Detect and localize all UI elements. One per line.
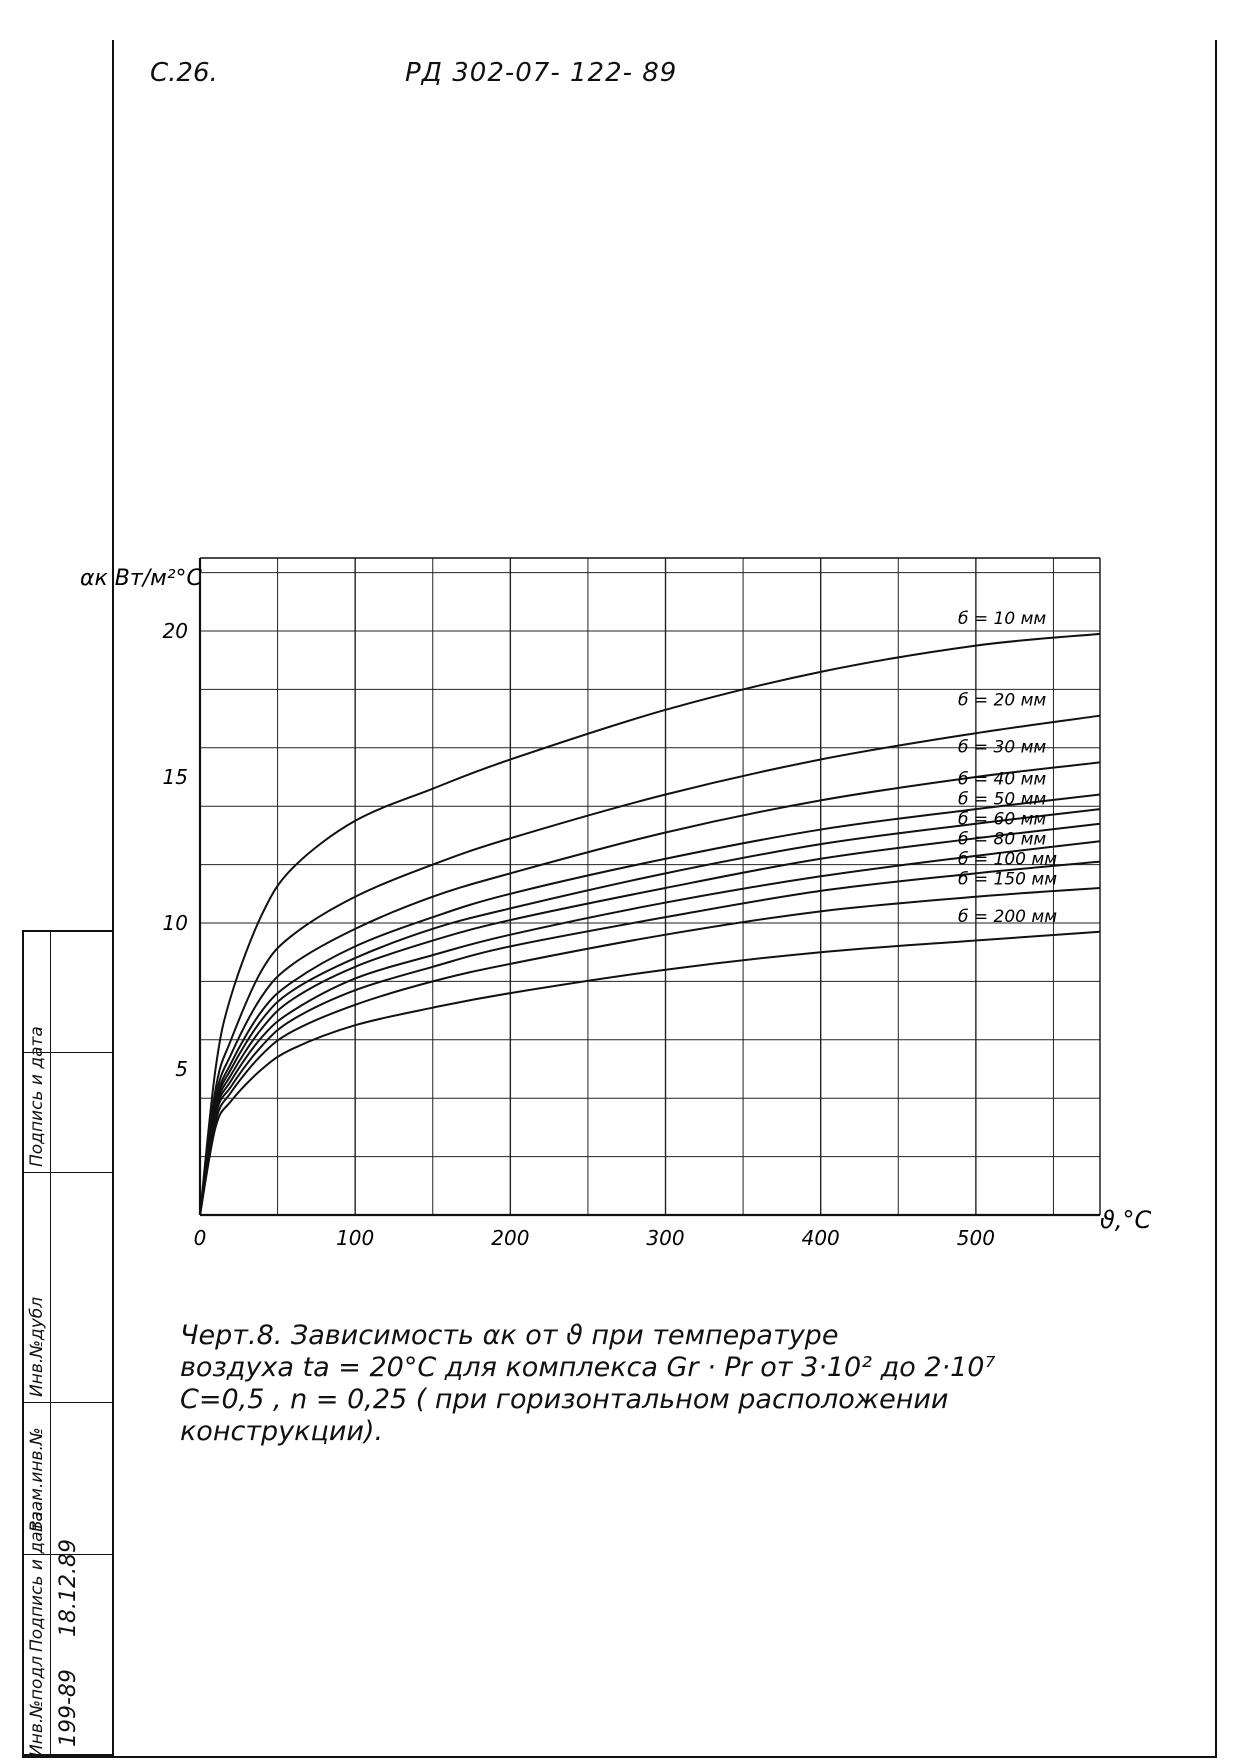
stamp-label-vzam-inv: Взам.инв.№ (27, 1427, 47, 1532)
stamp-value-date: 18.12.89 (56, 1539, 81, 1637)
frame-bottom-border (22, 1756, 1217, 1758)
stamp-divider (24, 1172, 112, 1173)
stamp-divider (24, 1402, 112, 1403)
series-line (199, 930, 1101, 1216)
stamp-label-inv-podl: Инв.№подл (27, 1655, 47, 1757)
caption-line-3: С=0,5 , n = 0,25 ( при горизонтальном ра… (180, 1384, 949, 1415)
series-label: б = 10 мм (958, 609, 1046, 629)
x-tick-label: 300 (646, 1226, 684, 1250)
series-line (199, 822, 1101, 1216)
series-line (199, 886, 1101, 1216)
figure-caption: Черт.8. Зависимость αк от ϑ при температ… (180, 1320, 1170, 1448)
stamp-label-signature-date-2: Подпись и дата (27, 1026, 47, 1167)
stamp-value-inv-number: 199-89 (56, 1669, 81, 1747)
caption-line-2: воздуха tа = 20°С для комплекса Gr · Pr … (180, 1352, 996, 1383)
series-label: б = 20 мм (958, 691, 1046, 711)
series-label: б = 100 мм (958, 850, 1057, 870)
series-line (199, 860, 1101, 1216)
approval-stamp: Инв.№подл Подпись и дата Взам.инв.№ Инв.… (22, 930, 112, 1757)
chart-grid (200, 558, 1100, 1215)
caption-line-1: Черт.8. Зависимость αк от ϑ при температ… (180, 1320, 839, 1351)
stamp-divider (24, 1052, 112, 1053)
y-tick-label: 15 (163, 765, 188, 789)
stamp-label-signature-date: Подпись и дата (27, 1511, 47, 1652)
series-line (199, 840, 1101, 1216)
series-line (199, 808, 1101, 1216)
x-tick-label: 0 (194, 1226, 207, 1250)
chart-series-labels: б = 10 ммб = 20 ммб = 30 ммб = 40 ммб = … (958, 609, 1057, 927)
x-tick-label: 500 (957, 1226, 995, 1250)
series-label: б = 50 мм (958, 790, 1046, 810)
x-axis-label: ϑ,°С (1100, 1206, 1151, 1234)
stamp-column-headers (24, 932, 51, 1754)
x-tick-label: 200 (491, 1226, 529, 1250)
x-tick-label: 100 (336, 1226, 374, 1250)
page-number: С.26. (150, 58, 218, 88)
series-label: б = 150 мм (958, 870, 1057, 890)
series-line (199, 632, 1101, 1216)
frame-right-border (1215, 40, 1217, 1758)
stamp-label-inv-dubl: Инв.№дубл (27, 1296, 47, 1397)
y-tick-label: 10 (163, 911, 188, 935)
chart: 0 100 200 300 400 500 5 10 15 20 б = 10 мм б = 20 … (80, 557, 1151, 1250)
x-tick-label: 400 (802, 1226, 840, 1250)
document-code: РД 302-07- 122- 89 (405, 58, 678, 88)
series-line (199, 714, 1101, 1216)
series-label: б = 60 мм (958, 810, 1046, 830)
frame-left-border (112, 40, 114, 1758)
y-tick-label: 5 (175, 1057, 188, 1081)
series-label: б = 200 мм (958, 907, 1057, 927)
series-line (199, 761, 1101, 1216)
series-label: б = 80 мм (958, 830, 1046, 850)
chart-axes (198, 557, 1101, 1217)
y-axis-label: αк Вт/м²°С (80, 566, 203, 591)
series-label: б = 30 мм (958, 737, 1046, 757)
chart-ticks: 0 100 200 300 400 500 5 10 15 20 (163, 619, 995, 1250)
y-tick-label: 20 (163, 619, 188, 643)
series-label: б = 40 мм (958, 770, 1046, 790)
stamp-divider (24, 1554, 112, 1555)
caption-line-4: конструкции). (180, 1416, 384, 1447)
chart-series (199, 632, 1101, 1216)
series-line (199, 793, 1101, 1216)
